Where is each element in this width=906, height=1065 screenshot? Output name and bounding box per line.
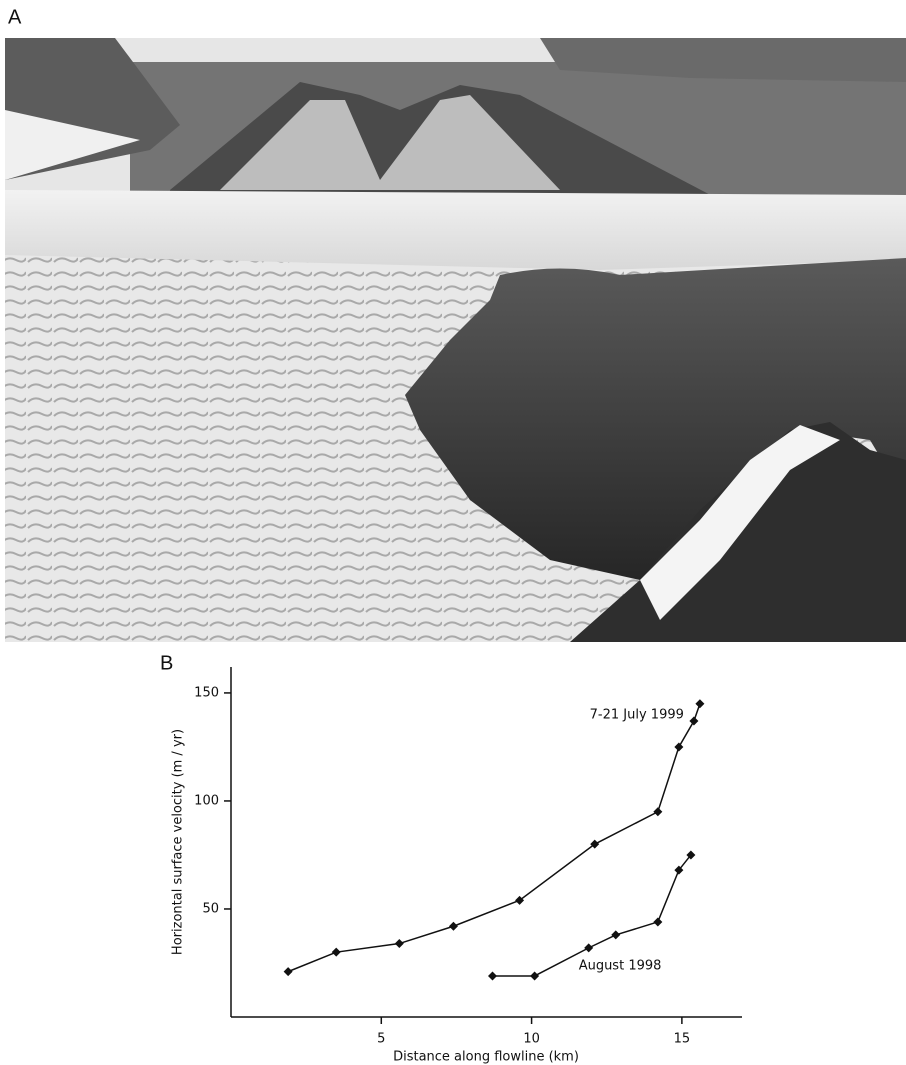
point [332, 948, 341, 957]
point [695, 699, 704, 708]
point [674, 742, 683, 751]
x-tick-label: 5 [377, 1032, 385, 1047]
panel-label: A [8, 6, 22, 28]
point [653, 807, 662, 816]
point [449, 922, 458, 931]
panel-label: B [160, 652, 173, 674]
series-label: August 1998 [579, 958, 662, 973]
photo [5, 38, 906, 642]
point [530, 971, 539, 980]
series-label: 7-21 July 1999 [590, 708, 684, 723]
y-axis-label: Horizontal surface velocity (m / yr) [171, 729, 186, 955]
x-axis-label: Distance along flowline (km) [393, 1050, 579, 1065]
point [488, 971, 497, 980]
point [584, 943, 593, 952]
point [653, 917, 662, 926]
x-tick-label: 10 [523, 1032, 540, 1047]
line [288, 704, 700, 972]
point [611, 930, 620, 939]
figure: A B Distance along flowline (km) Horizon… [0, 0, 906, 1065]
point [395, 939, 404, 948]
point [284, 967, 293, 976]
x-tick-label: 15 [674, 1032, 691, 1047]
y-tick-label: 100 [194, 793, 219, 808]
y-tick-label: 150 [194, 685, 219, 700]
y-tick-label: 50 [202, 901, 219, 916]
point [689, 717, 698, 726]
